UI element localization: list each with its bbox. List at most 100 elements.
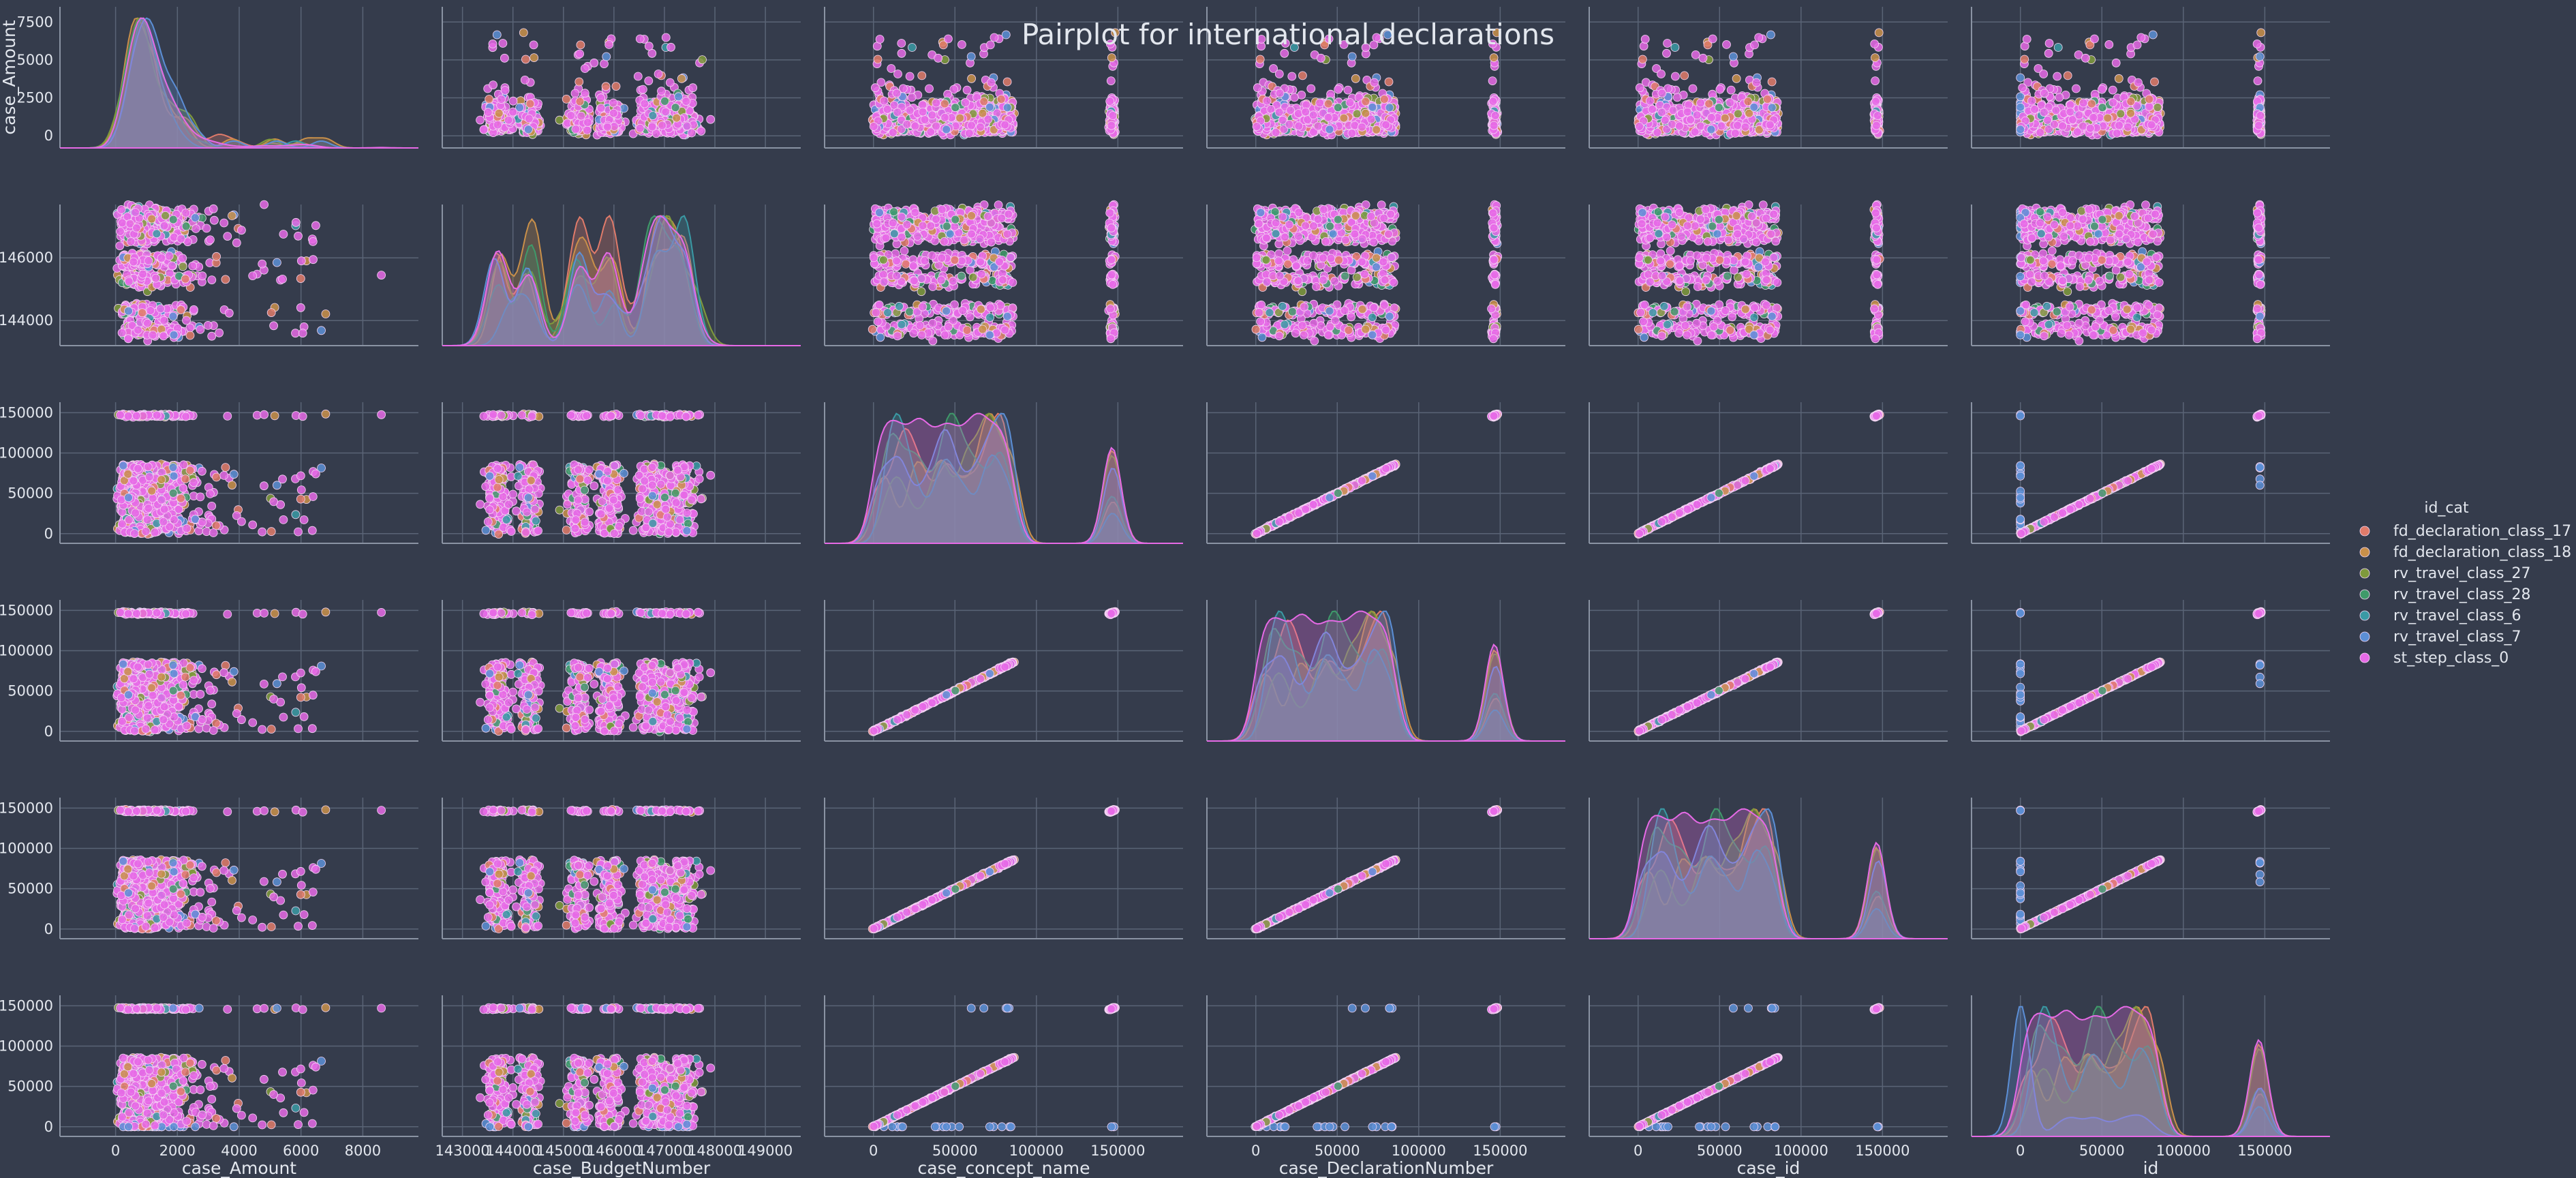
- scatter-point: [279, 230, 288, 239]
- scatter-point: [688, 83, 698, 93]
- scatter-point: [666, 42, 675, 52]
- scatter-point: [523, 125, 533, 134]
- scatter-point: [2253, 76, 2263, 85]
- scatter-point: [1488, 76, 1497, 85]
- scatter-point: [2051, 106, 2061, 115]
- scatter-point: [2036, 127, 2045, 137]
- scatter-point: [985, 40, 995, 50]
- scatter-point: [1871, 76, 1880, 85]
- scatter-point: [555, 115, 564, 125]
- scatter-point: [917, 71, 927, 80]
- scatter-point: [508, 96, 518, 106]
- scatter-point: [1733, 121, 1743, 130]
- scatter-point: [1715, 85, 1725, 94]
- y-tick-label: 7500: [17, 14, 53, 30]
- scatter-point: [920, 115, 930, 124]
- scatter-point: [1106, 76, 1116, 85]
- pairplot-cell-case_Amount-vs-case_BudgetNumber: [442, 7, 801, 149]
- scatter-point: [570, 89, 580, 98]
- scatter-point: [2098, 103, 2107, 112]
- scatter-point: [942, 125, 951, 134]
- scatter-point: [1754, 33, 1764, 42]
- y-tick-label: 5000: [17, 52, 53, 68]
- scatter-point: [1380, 95, 1389, 104]
- scatter-point: [1252, 122, 1261, 131]
- scatter-point: [887, 64, 896, 73]
- scatter-point: [2040, 108, 2049, 117]
- scatter-point: [2055, 93, 2064, 102]
- scatter-point: [1347, 129, 1357, 138]
- scatter-point: [215, 328, 224, 337]
- scatter-point: [1873, 111, 1882, 120]
- scatter-point: [1751, 78, 1761, 87]
- scatter-point: [706, 115, 716, 124]
- scatter-point: [500, 86, 510, 95]
- scatter-point: [2027, 96, 2036, 106]
- scatter-point: [871, 83, 880, 93]
- scatter-point: [1347, 52, 1357, 61]
- scatter-point: [1308, 110, 1318, 120]
- scatter-point: [1001, 30, 1011, 40]
- scatter-point: [2066, 107, 2075, 117]
- scatter-point: [1358, 122, 1366, 132]
- scatter-point: [2108, 85, 2117, 95]
- scatter-point: [1350, 121, 1360, 130]
- scatter-point: [515, 103, 524, 112]
- scatter-point: [525, 99, 535, 108]
- scatter-point: [893, 70, 902, 78]
- scatter-point: [583, 125, 592, 135]
- scatter-point: [875, 35, 885, 44]
- scatter-point: [1323, 112, 1333, 122]
- scatter-point: [2016, 125, 2025, 134]
- scatter-point: [1733, 109, 1743, 119]
- scatter-point: [1352, 109, 1362, 119]
- scatter-point: [1706, 112, 1716, 122]
- scatter-point: [1274, 108, 1284, 117]
- scatter-point: [990, 33, 999, 42]
- scatter-point: [524, 114, 534, 123]
- scatter-point: [1730, 129, 1740, 138]
- scatter-point: [1000, 120, 1010, 130]
- scatter-point: [2089, 34, 2099, 44]
- scatter-point: [1872, 121, 1881, 130]
- scatter-point: [2148, 30, 2158, 40]
- scatter-point: [1640, 35, 1650, 44]
- scatter-point: [476, 115, 485, 125]
- scatter-point: [940, 99, 949, 108]
- scatter-point: [1351, 74, 1360, 83]
- scatter-point: [961, 98, 970, 107]
- scatter-point: [571, 125, 581, 134]
- scatter-point: [1286, 106, 1295, 115]
- scatter-point: [640, 99, 649, 108]
- scatter-point: [609, 108, 618, 118]
- scatter-point: [2016, 92, 2025, 102]
- scatter-point: [2111, 58, 2121, 67]
- scatter-point: [1680, 71, 1689, 80]
- scatter-point: [530, 53, 538, 62]
- scatter-point: [1361, 108, 1370, 118]
- scatter-point: [1683, 107, 1692, 117]
- scatter-point: [1107, 53, 1116, 62]
- scatter-point: [1704, 99, 1714, 108]
- scatter-point: [932, 121, 940, 131]
- scatter-point: [908, 43, 917, 52]
- scatter-point: [521, 55, 530, 64]
- scatter-point: [987, 78, 996, 87]
- scatter-point: [224, 308, 234, 318]
- scatter-point: [1339, 113, 1349, 123]
- scatter-point: [647, 48, 657, 58]
- scatter-point: [2016, 102, 2025, 112]
- scatter-point: [1750, 40, 1760, 50]
- scatter-point: [2256, 28, 2266, 37]
- y-tick-label: 0: [44, 127, 53, 144]
- scatter-point: [647, 122, 657, 132]
- scatter-point: [976, 122, 985, 132]
- scatter-point: [1672, 93, 1682, 102]
- scatter-point: [944, 34, 953, 44]
- scatter-point: [1765, 120, 1775, 130]
- scatter-point: [1345, 98, 1355, 107]
- scatter-point: [1674, 121, 1684, 131]
- scatter-point: [596, 93, 605, 103]
- scatter-point: [1663, 39, 1672, 48]
- scatter-point: [2145, 102, 2154, 112]
